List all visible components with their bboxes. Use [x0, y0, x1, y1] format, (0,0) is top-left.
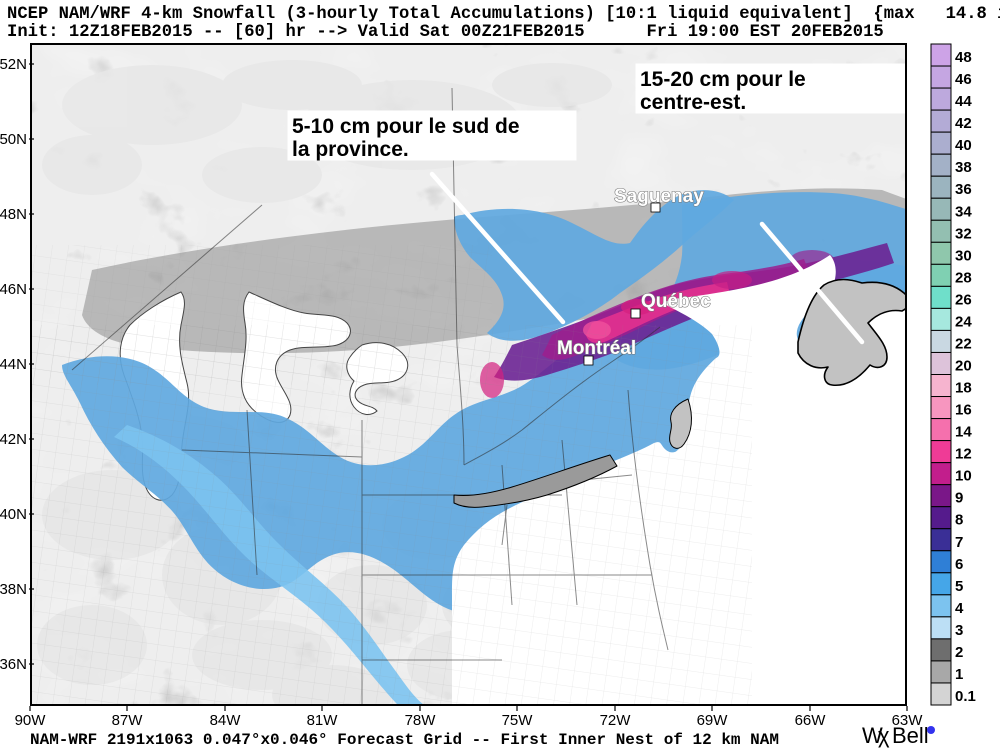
svg-text:Montréal: Montréal — [557, 338, 636, 359]
svg-text:34: 34 — [955, 203, 972, 220]
svg-text:16: 16 — [955, 402, 972, 419]
svg-text:6: 6 — [955, 556, 963, 573]
svg-text:1: 1 — [955, 666, 963, 683]
svg-text:W: W — [862, 723, 883, 748]
svg-text:63W: 63W — [892, 712, 924, 729]
svg-text:15-20 cm pour le: 15-20 cm pour le — [640, 68, 806, 91]
svg-text:50N: 50N — [0, 131, 27, 148]
svg-text:12: 12 — [955, 446, 972, 463]
svg-text:4: 4 — [955, 600, 964, 617]
svg-text:10: 10 — [955, 468, 972, 485]
svg-text:Saguenay: Saguenay — [614, 186, 704, 207]
svg-text:8: 8 — [955, 512, 963, 529]
svg-text:2: 2 — [955, 644, 963, 661]
svg-text:46N: 46N — [0, 281, 27, 298]
svg-text:42: 42 — [955, 115, 972, 132]
svg-text:90W: 90W — [15, 712, 47, 729]
svg-text:30: 30 — [955, 247, 972, 264]
svg-text:28: 28 — [955, 269, 972, 286]
svg-text:42N: 42N — [0, 431, 27, 448]
svg-text:78W: 78W — [405, 712, 437, 729]
svg-text:20: 20 — [955, 358, 972, 375]
svg-text:66W: 66W — [795, 712, 827, 729]
svg-text:84W: 84W — [210, 712, 242, 729]
svg-text:9: 9 — [955, 490, 963, 507]
svg-text:40: 40 — [955, 137, 972, 154]
svg-text:46: 46 — [955, 71, 972, 88]
svg-text:0.1: 0.1 — [955, 688, 976, 705]
svg-text:38: 38 — [955, 159, 972, 176]
svg-text:Québec: Québec — [641, 291, 711, 312]
svg-text:69W: 69W — [697, 712, 729, 729]
svg-text:36: 36 — [955, 181, 972, 198]
svg-text:Bell: Bell — [892, 723, 929, 748]
svg-text:44N: 44N — [0, 356, 27, 373]
svg-text:87W: 87W — [112, 712, 144, 729]
svg-text:χ: χ — [878, 723, 890, 748]
svg-text:14: 14 — [955, 424, 972, 441]
svg-text:la province.: la province. — [292, 138, 409, 161]
svg-text:centre-est.: centre-est. — [640, 91, 746, 114]
svg-text:44: 44 — [955, 93, 972, 110]
svg-text:7: 7 — [955, 534, 963, 551]
svg-text:22: 22 — [955, 335, 972, 352]
svg-text:26: 26 — [955, 291, 972, 308]
svg-text:18: 18 — [955, 380, 972, 397]
svg-text:48N: 48N — [0, 206, 27, 223]
svg-text:3: 3 — [955, 622, 963, 639]
svg-text:72W: 72W — [600, 712, 632, 729]
svg-text:5-10 cm pour le sud de: 5-10 cm pour le sud de — [292, 115, 520, 138]
svg-text:52N: 52N — [0, 56, 27, 73]
svg-text:48: 48 — [955, 49, 972, 66]
svg-text:5: 5 — [955, 578, 963, 595]
svg-text:24: 24 — [955, 313, 972, 330]
svg-text:38N: 38N — [0, 581, 27, 598]
svg-text:36N: 36N — [0, 656, 27, 673]
svg-text:81W: 81W — [307, 712, 339, 729]
svg-text:75W: 75W — [502, 712, 534, 729]
svg-text:32: 32 — [955, 225, 972, 242]
svg-text:40N: 40N — [0, 506, 27, 523]
svg-text:NAM-WRF 2191x1063 0.047°x0.046: NAM-WRF 2191x1063 0.047°x0.046° Forecast… — [30, 731, 779, 749]
